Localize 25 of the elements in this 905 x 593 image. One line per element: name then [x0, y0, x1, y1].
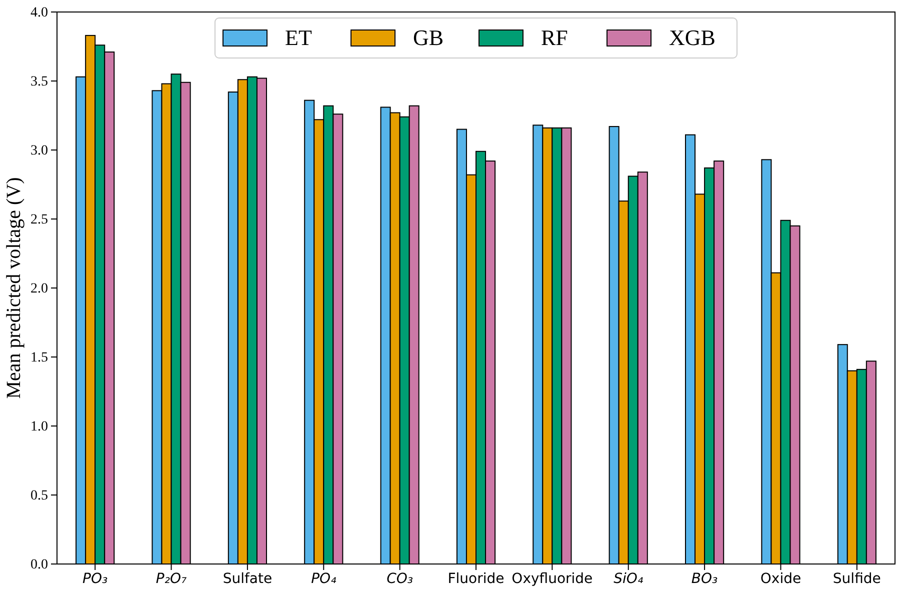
y-tick-label: 4.0 [30, 5, 48, 20]
x-tick-label: SiO₄ [614, 570, 644, 587]
y-tick-label: 1.0 [30, 419, 48, 434]
y-tick-label: 3.5 [30, 74, 48, 90]
x-tick-label: Oxyfluoride [512, 570, 593, 587]
y-tick-label: 1.5 [30, 350, 48, 366]
legend-label: RF [541, 25, 568, 50]
x-tick-label: P₂O₇ [156, 570, 188, 587]
x-tick-label: Sulfate [222, 570, 272, 587]
legend-label: XGB [669, 25, 716, 50]
y-tick-label: 2.0 [30, 281, 48, 296]
x-tick-label: CO₃ [386, 570, 414, 587]
x-tick-label: Oxide [760, 570, 802, 587]
x-tick-label: PO₃ [82, 570, 108, 587]
x-tick-label: Sulfide [832, 570, 881, 587]
x-tick-label: Fluoride [448, 570, 504, 587]
y-axis-title: Mean predicted voltage (V) [3, 177, 25, 399]
y-tick-label: 0.5 [30, 488, 48, 504]
y-tick-label: 2.5 [30, 212, 48, 228]
y-tick-label: 0.0 [30, 557, 48, 572]
x-tick-label: PO₄ [311, 570, 337, 587]
legend-label: GB [413, 25, 444, 50]
y-tick-label: 3.0 [30, 143, 48, 158]
legend-label: ET [285, 25, 312, 50]
x-tick-label: BO₃ [691, 570, 718, 587]
